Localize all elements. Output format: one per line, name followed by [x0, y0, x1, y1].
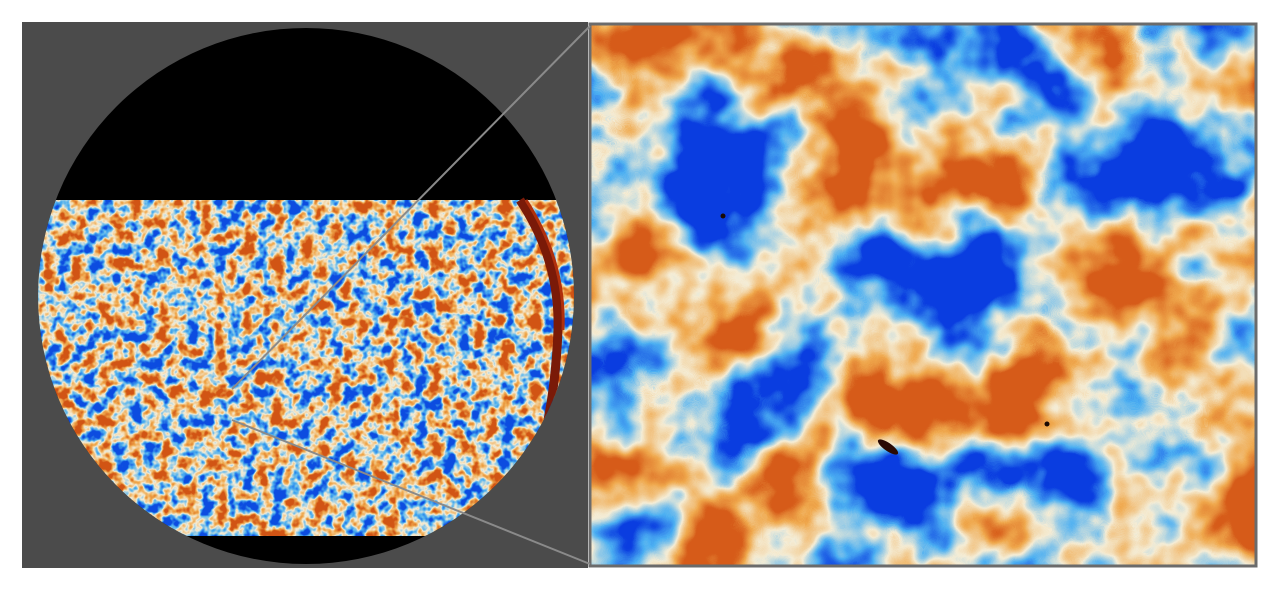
- zoom-map: [590, 24, 1256, 566]
- zoom-line: [231, 419, 591, 565]
- sky-map-texture: [38, 200, 574, 536]
- zoom-frame: [588, 22, 1258, 568]
- zoom-line: [231, 25, 591, 390]
- sky-map: [38, 197, 574, 536]
- point-source: [877, 439, 899, 455]
- point-source: [720, 213, 726, 219]
- galactic-band-edge: [524, 199, 565, 331]
- point-source: [1044, 421, 1050, 427]
- galactic-band: [516, 197, 563, 421]
